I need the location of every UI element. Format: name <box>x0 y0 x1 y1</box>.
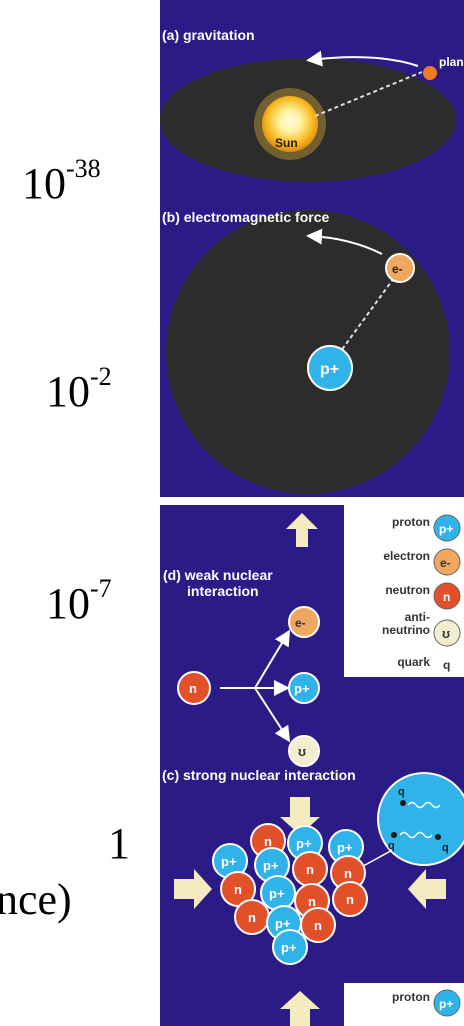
strong-right-arrow-icon <box>174 869 212 909</box>
planet-orbit-arrow <box>306 50 419 67</box>
legend-electron-symbol: e- <box>440 556 451 570</box>
nucleus-neutron-label: n <box>314 918 322 933</box>
legend-proton-symbol: p+ <box>439 522 453 536</box>
weak-proton-label: p+ <box>294 681 310 696</box>
electromagnetic-strength: 10-2 <box>46 362 112 416</box>
electromagnetic-force-line <box>337 277 395 356</box>
decay-arrow-antineutrino <box>254 687 291 743</box>
legend-electron-label: electron <box>383 549 430 563</box>
quark-label: q <box>388 840 395 852</box>
quark-dot <box>400 800 406 806</box>
legend-bottom-proton-icon <box>433 989 461 1017</box>
quark-dot <box>435 834 441 840</box>
gluon-wave-2 <box>399 831 433 839</box>
nucleus-proton-label: p+ <box>269 886 285 901</box>
gravitation-force-line <box>314 71 423 117</box>
strong-title: (c) strong nuclear interaction <box>162 767 356 783</box>
legend-neutron-label: neutron <box>385 583 430 597</box>
legend-electron-icon <box>433 548 461 576</box>
weak-title: (d) weak nuclear interaction <box>163 567 273 599</box>
sun-icon <box>262 96 318 152</box>
strong-up-arrow-icon <box>280 991 320 1026</box>
strong-left-arrow-icon <box>408 869 446 909</box>
nucleus-neutron-label: n <box>344 866 352 881</box>
nucleus-proton-label: p+ <box>296 836 312 851</box>
decay-arrow-electron <box>254 629 291 689</box>
proton-icon <box>307 345 353 391</box>
legend-antineutrino-icon <box>433 619 461 647</box>
legend-neutron-symbol: n <box>443 590 450 604</box>
nucleus-neutron-label: n <box>308 894 316 909</box>
nucleus: n p+ p+p+ p+ n nn p+n nn p+ np+ <box>212 823 368 965</box>
weak-up-arrow-icon <box>286 513 318 547</box>
gravitation-title: (a) gravitation <box>162 27 255 43</box>
nucleus-neutron-label: n <box>264 834 272 849</box>
nucleus-proton <box>272 929 308 965</box>
nucleus-neutron-label: n <box>346 892 354 907</box>
nucleus-neutron <box>332 881 368 917</box>
nucleus-neutron <box>300 907 336 943</box>
strong-strength: 1 <box>108 819 130 868</box>
planet-label: planet <box>439 55 464 69</box>
nucleus-proton-label: p+ <box>337 840 353 855</box>
weak-strength: 10-7 <box>46 574 112 628</box>
legend-bottom-proton-symbol: p+ <box>439 997 453 1011</box>
proton-label: p+ <box>320 361 339 378</box>
weak-neutron-label: n <box>189 681 197 696</box>
electromagnetic-title: (b) electromagnetic force <box>162 209 330 225</box>
nuclear-interaction-panel: p+ e- n ʊ q n e- p+ ʊ q q q <box>160 505 464 1026</box>
nucleus-proton-label: p+ <box>275 916 291 931</box>
nucleus-neutron-label: n <box>306 862 314 877</box>
weak-antineutrino-icon <box>288 735 320 767</box>
legend-antineutrino-symbol: ʊ <box>442 626 450 641</box>
legend-quark-symbol: q <box>443 658 450 672</box>
electron-orbit-arrow <box>306 228 383 255</box>
planet-icon <box>423 66 437 80</box>
nucleus-proton-label: p+ <box>263 858 279 873</box>
quark-zoom-circle <box>377 772 464 866</box>
strong-down-arrow-icon <box>280 797 320 835</box>
electromagnetic-orbit <box>166 210 450 494</box>
electron-label: e- <box>392 262 403 276</box>
cut-off-text: nce) <box>0 875 72 924</box>
sun-label: Sun <box>275 136 298 150</box>
quark-label: q <box>398 786 405 798</box>
legend-antineutrino-label: anti- neutrino <box>382 610 430 637</box>
legend-neutron-icon <box>433 582 461 610</box>
gravitation-strength: 10-38 <box>22 154 101 208</box>
legend-proton-icon <box>433 514 461 542</box>
weak-antineutrino-label: ʊ <box>298 744 306 759</box>
legend-bottom-proton-label: proton <box>392 990 430 1004</box>
quark-dot <box>391 832 397 838</box>
gluon-wave <box>407 801 441 809</box>
nucleus-proton-label: p+ <box>281 940 297 955</box>
nucleus-proton-label: p+ <box>221 854 237 869</box>
legend-quark-label: quark <box>397 655 430 669</box>
weak-electron-label: e- <box>295 616 306 630</box>
weak-neutron-icon <box>177 671 211 705</box>
nucleus-neutron-label: n <box>234 882 242 897</box>
quark-label: q <box>442 842 449 854</box>
legend-proton-label: proton <box>392 515 430 529</box>
weak-proton-icon <box>288 672 320 704</box>
nucleus-neutron-label: n <box>248 910 256 925</box>
electron-icon <box>385 253 415 283</box>
gravitation-electromagnetic-panel: Sun planet p+ e- (a) gravitation (b) ele… <box>160 0 464 497</box>
weak-electron-icon <box>288 606 320 638</box>
